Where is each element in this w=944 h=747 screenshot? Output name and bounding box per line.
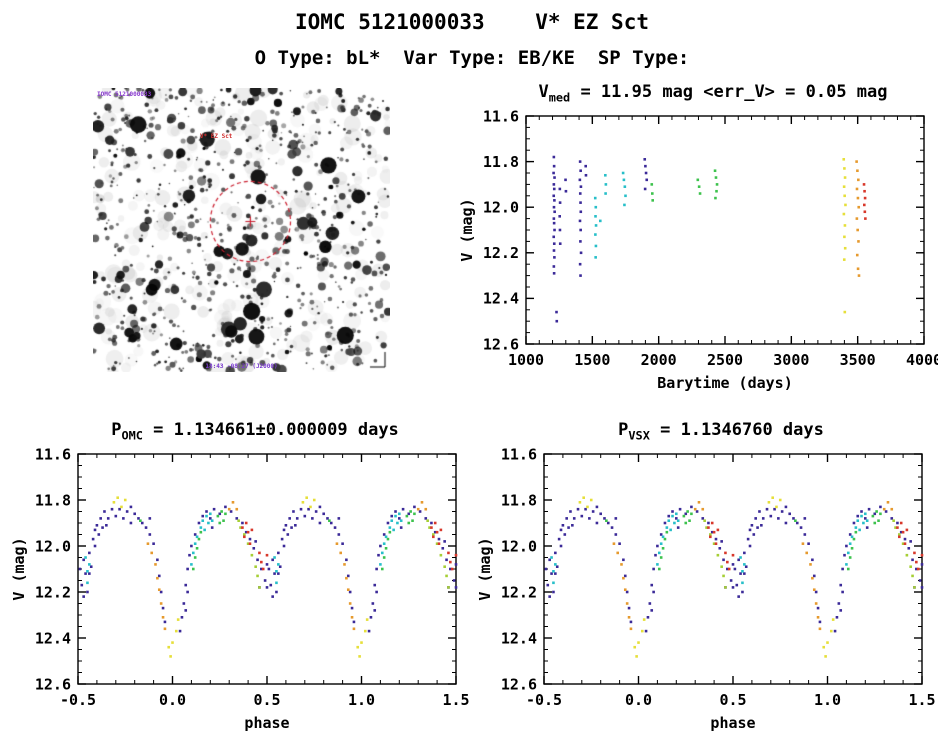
barytime-plot-area: 1000 1500 2000 2500 3000 3500 4000 11.6 11.8 12.0… — [458, 107, 942, 392]
svg-text:1.5: 1.5 — [908, 691, 935, 709]
svg-text:V (mag): V (mag) — [10, 537, 28, 600]
phase-vsx-chart: PVSX = 1.1346760 days -0.5 0.0 0.5 1.0 1.5 11… — [476, 420, 936, 738]
page-title: IOMC 5121000033 V* EZ Sct — [294, 10, 649, 34]
svg-text:4000: 4000 — [906, 351, 938, 369]
chart-title: PVSX = 1.1346760 days — [618, 420, 824, 443]
svg-text:11.6: 11.6 — [501, 446, 537, 463]
svg-text:1.0: 1.0 — [814, 691, 841, 709]
svg-text:phase: phase — [710, 714, 755, 732]
svg-text:12.2: 12.2 — [483, 244, 519, 262]
svg-text:12.6: 12.6 — [483, 335, 519, 353]
svg-text:12.6: 12.6 — [501, 675, 537, 693]
svg-text:1500: 1500 — [574, 351, 610, 369]
svg-text:0.0: 0.0 — [159, 691, 186, 709]
barytime-lightcurve-chart: Vmed = 11.95 mag <err_V> = 0.05 mag 1000… — [458, 82, 942, 398]
svg-text:11.8: 11.8 — [501, 491, 537, 509]
svg-text:12.2: 12.2 — [35, 583, 71, 601]
svg-text:0.0: 0.0 — [625, 691, 652, 709]
svg-text:11.8: 11.8 — [483, 153, 519, 171]
svg-text:3000: 3000 — [773, 351, 809, 369]
svg-text:2000: 2000 — [641, 351, 677, 369]
svg-text:12.4: 12.4 — [501, 629, 537, 647]
svg-text:12.0: 12.0 — [35, 537, 71, 555]
svg-text:12.2: 12.2 — [501, 583, 537, 601]
phase-omc-plot-area: -0.5 0.0 0.5 1.0 1.5 11.6 11.8 12.0 12.2 12.4 12.6… — [10, 445, 470, 732]
svg-text:1.5: 1.5 — [442, 691, 469, 709]
chart-title: POMC = 1.134661±0.000009 days — [111, 420, 399, 443]
svg-text:12.0: 12.0 — [501, 537, 537, 555]
starfield-image — [93, 88, 390, 372]
svg-text:12.6: 12.6 — [35, 675, 71, 693]
phase-vsx-plot-area: -0.5 0.0 0.5 1.0 1.5 11.6 11.8 12.0 12.2 12.4 12.6… — [476, 445, 936, 732]
svg-text:1.0: 1.0 — [348, 691, 375, 709]
svg-text:Barytime (days): Barytime (days) — [657, 374, 792, 392]
svg-text:1000: 1000 — [508, 351, 544, 369]
finder-chart: IOMC 5121000033 V* EZ Sct 18:43 -08:27 (… — [93, 88, 390, 372]
chart-title: Vmed = 11.95 mag <err_V> = 0.05 mag — [538, 82, 888, 105]
page-subtitle: O Type: bL* Var Type: EB/KE SP Type: — [254, 47, 690, 69]
svg-text:-0.5: -0.5 — [526, 691, 562, 709]
svg-text:3500: 3500 — [840, 351, 876, 369]
finder-coords-label: 18:43 -08:27 (J2000) — [205, 363, 278, 370]
svg-text:0.5: 0.5 — [253, 691, 280, 709]
svg-text:12.4: 12.4 — [35, 629, 71, 647]
svg-text:V (mag): V (mag) — [458, 198, 476, 261]
svg-text:12.4: 12.4 — [483, 290, 519, 308]
phase-omc-chart: POMC = 1.134661±0.000009 days -0.5 0.0 0.5… — [10, 420, 470, 738]
svg-text:0.5: 0.5 — [719, 691, 746, 709]
svg-text:V (mag): V (mag) — [476, 537, 494, 600]
finder-target-label: V* EZ Sct — [199, 133, 233, 141]
svg-text:12.0: 12.0 — [483, 198, 519, 216]
svg-text:phase: phase — [244, 714, 289, 732]
svg-text:11.8: 11.8 — [35, 491, 71, 509]
svg-text:2500: 2500 — [707, 351, 743, 369]
svg-text:-0.5: -0.5 — [60, 691, 96, 709]
finder-id-label: IOMC 5121000033 — [97, 91, 152, 98]
svg-text:11.6: 11.6 — [483, 108, 519, 125]
svg-text:11.6: 11.6 — [35, 446, 71, 463]
